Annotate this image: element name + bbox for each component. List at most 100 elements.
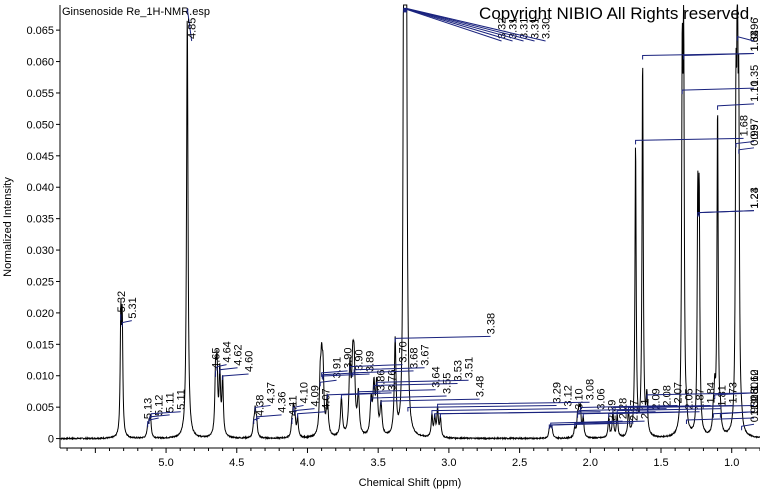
peak-label: 3.53 xyxy=(453,360,465,381)
peak-label: 4.07 xyxy=(321,388,333,409)
peak-label: 3.76 xyxy=(387,369,399,390)
y-tick-label: 0.040 xyxy=(26,182,54,194)
peak-leader-line xyxy=(608,411,700,418)
peak-label: 0.95 xyxy=(749,124,760,145)
peak-leader-line xyxy=(373,382,458,390)
peak-leader-line xyxy=(380,398,480,406)
peak-leader-line xyxy=(741,423,755,431)
peak-leader-line xyxy=(219,367,238,374)
peak-leader-line xyxy=(405,7,546,42)
peak-label: 2.08 xyxy=(662,385,674,406)
peak-leader-line xyxy=(292,404,304,412)
y-tick-label: 0.035 xyxy=(26,214,54,226)
peak-label: 1.10 xyxy=(749,80,760,101)
peak-label: 1.73 xyxy=(728,382,740,403)
y-tick-label: 0.015 xyxy=(26,339,54,351)
peak-label: 1.08 xyxy=(749,388,760,409)
peak-leader-line xyxy=(685,417,755,425)
peak-leader-line xyxy=(121,320,132,327)
peak-label: 3.64 xyxy=(431,366,443,387)
peak-label: 1.32 xyxy=(749,395,760,416)
peak-leader-line xyxy=(550,420,623,428)
peak-label: 3.68 xyxy=(409,347,421,368)
y-tick-label: 0.005 xyxy=(26,402,54,414)
peak-leader-line xyxy=(407,404,557,412)
x-axis-label: Chemical Shift (ppm) xyxy=(359,477,462,489)
peak-leader-line xyxy=(322,373,370,381)
peak-leader-line xyxy=(340,392,392,399)
peak-leader-line xyxy=(719,411,755,418)
peak-leader-line xyxy=(394,335,491,343)
chart-title: Ginsenoside Re_1H-NMR.esp xyxy=(62,6,210,18)
peak-label: 3.51 xyxy=(464,357,476,378)
peak-leader-line xyxy=(738,147,755,154)
y-tick-label: 0.050 xyxy=(26,119,54,131)
peak-leader-line xyxy=(357,389,436,396)
peak-label: 1.24 xyxy=(749,187,760,208)
peak-leader-line xyxy=(216,364,227,371)
peak-label: 1.35 xyxy=(749,65,760,86)
peak-label: 4.36 xyxy=(277,391,289,412)
peak-label: 3.90 xyxy=(343,347,355,368)
peak-label: 1.63 xyxy=(749,30,760,51)
y-axis-label: Normalized Intensity xyxy=(2,177,14,277)
peak-label: 3.91 xyxy=(332,357,344,378)
x-tick-label: 5.0 xyxy=(158,457,173,469)
peak-label: 4.85 xyxy=(187,18,199,39)
peak-leader-line xyxy=(253,417,260,425)
peak-leader-line xyxy=(735,141,755,148)
peak-label: 3.31 xyxy=(519,18,531,39)
copyright-notice: Copyright NIBIO All Rights reserved. xyxy=(479,4,754,23)
peak-leader-line xyxy=(681,87,755,95)
peak-leader-line xyxy=(439,411,601,418)
spectrum-line xyxy=(59,4,760,441)
peak-leader-line xyxy=(698,210,755,217)
peak-leader-line xyxy=(736,36,755,42)
peak-label: 3.48 xyxy=(475,376,487,397)
peak-leader-line xyxy=(256,414,282,421)
peak-label: 4.37 xyxy=(266,382,278,403)
peak-leader-line xyxy=(186,8,193,42)
peak-label: 1.81 xyxy=(717,385,729,406)
peak-leader-line xyxy=(149,414,170,421)
peak-label: 1.12 xyxy=(749,369,760,390)
peak-label: 3.30 xyxy=(541,18,553,39)
peak-label: 3.10 xyxy=(574,388,586,409)
y-tick-label: 0.055 xyxy=(26,88,54,100)
peak-label: 1.23 xyxy=(749,187,760,208)
y-tick-label: 0.025 xyxy=(26,276,54,288)
peak-leader-line xyxy=(297,411,326,418)
peak-leader-line xyxy=(294,408,315,415)
peak-label: 0.96 xyxy=(749,18,760,39)
x-tick-label: 1.0 xyxy=(724,457,739,469)
peak-label: 2.09 xyxy=(651,388,663,409)
peak-label: 1.13 xyxy=(749,388,760,409)
peak-leader-line xyxy=(646,392,755,399)
peak-label: 4.65 xyxy=(211,347,223,368)
peak-leader-line xyxy=(376,379,469,387)
x-axis-ticks: 5.0 4.5 4.0 3.5 3.0 2.5 2.0 1.5 1.0 xyxy=(66,448,760,469)
peak-label: 5.11 xyxy=(165,392,177,413)
peak-leader-line xyxy=(404,7,524,42)
peak-label: 5.31 xyxy=(127,297,139,318)
peak-label: 5.11 xyxy=(176,389,188,410)
peak-leader-line xyxy=(635,137,744,145)
peak-leader-line xyxy=(370,395,447,403)
peak-leader-line xyxy=(683,53,755,60)
peak-leader-line xyxy=(579,404,678,412)
peak-leader-line xyxy=(717,103,755,110)
y-axis-ticks: 0 0.005 0.010 0.015 0.020 0.025 0.030 0.035 0.04… xyxy=(26,25,60,446)
peak-leader-line xyxy=(405,7,535,42)
peak-leader-line xyxy=(403,7,513,42)
peak-leader-line xyxy=(150,411,181,418)
y-tick-label: 0 xyxy=(48,434,54,446)
peak-leader-line xyxy=(222,373,249,381)
peak-label: 4.64 xyxy=(222,341,234,362)
peak-label: 5.12 xyxy=(154,395,166,416)
peak-label: 3.90 xyxy=(354,349,366,370)
peak-labels: 5.325.315.13 5.12 5.11 5.114.854.65 4.64 4.62… xyxy=(116,7,760,431)
peak-leader-line xyxy=(431,408,568,415)
peak-label: 3.67 xyxy=(420,344,432,365)
peak-label: 3.12 xyxy=(563,385,575,406)
